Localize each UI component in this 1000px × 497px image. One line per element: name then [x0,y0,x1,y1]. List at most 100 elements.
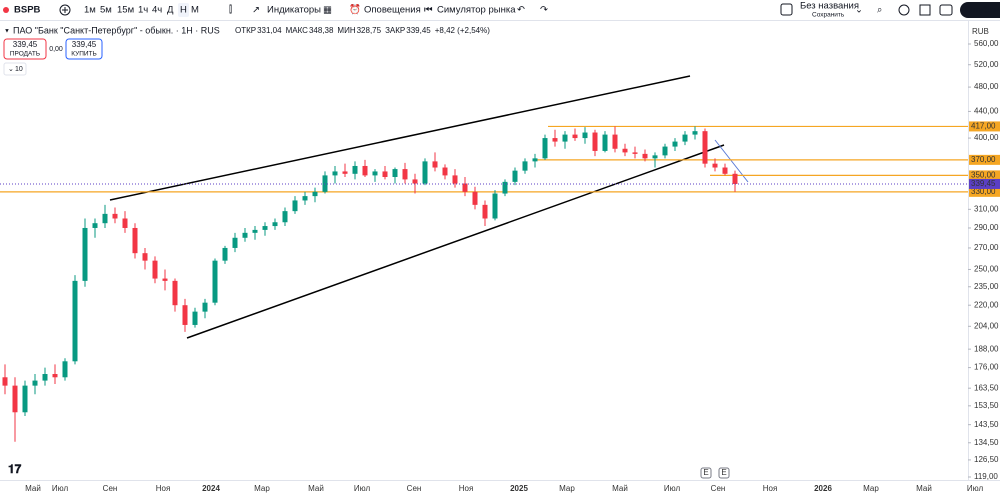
candle-body [342,171,348,174]
x-tick-label: Май [612,484,628,493]
x-tick-label: 2026 [814,484,832,493]
candle-body [572,134,578,139]
candle-body [642,153,648,159]
bar-style-icon[interactable]: ⫿ [229,4,232,16]
indicators-count[interactable]: 10 [15,66,23,73]
x-tick-label: 2024 [202,484,220,493]
search-button[interactable]: ⌕ [877,5,882,16]
buy-price[interactable]: 339,45 [72,40,97,49]
candle-body [292,200,298,212]
candle-body [502,181,508,194]
sell-button[interactable] [3,38,47,60]
candle-body [102,213,108,224]
event-marker[interactable] [700,467,712,479]
alerts-icon: ⏰ [349,4,361,16]
last-price-tag [969,178,1000,189]
y-tick-label: 176,00 [974,363,999,372]
currency[interactable]: RUB [972,27,989,36]
undo-button[interactable]: ↶ [517,5,525,16]
candle-body [522,161,528,171]
trend-line-upper[interactable] [109,75,691,201]
y-tick-label: 480,00 [974,82,999,91]
candle-body [82,227,88,281]
level-tag [969,154,1000,165]
layout-name[interactable]: Без названия [800,1,859,12]
candle-body [272,222,278,227]
y-tick-label: 126,50 [974,455,999,464]
y-tick-label: 119,00 [974,472,998,481]
level-label: 417,00 [971,122,996,131]
candle-body [52,374,58,378]
candle-body [72,280,78,362]
candle-body [212,260,218,303]
layout-menu[interactable]: ⌄ [855,5,863,16]
legend-open-label: ОТКР [235,26,256,35]
interval-button[interactable]: М [191,5,199,16]
candle-body [682,134,688,142]
y-tick-label: 188,00 [974,344,999,353]
candle-body [582,132,588,139]
interval-button[interactable]: 4ч [152,5,162,16]
x-tick-label: Июл [354,484,371,493]
candle-body [372,171,378,176]
sell-price[interactable]: 339,45 [13,40,38,49]
candle-body [232,237,238,248]
candle-body [162,278,168,281]
publish-label[interactable]: Опубликовать [965,5,1000,16]
level-label: 370,00 [971,155,996,164]
candle-body [462,183,468,192]
interval-button[interactable]: Н [180,5,187,16]
replay-button[interactable]: Симулятор рынка [437,5,516,16]
sell-label[interactable]: ПРОДАТЬ [10,51,40,58]
candle-body [432,161,438,168]
indicators-button[interactable]: Индикаторы [267,5,321,16]
buy-label[interactable]: КУПИТЬ [71,51,97,58]
legend-title: ПАО "Банк "Санкт-Петербург" - обыкн. · 1… [13,25,220,35]
candle-body [12,385,18,413]
y-tick-label: 520,00 [974,60,999,69]
candle-body [422,161,428,184]
candle-body [562,134,568,142]
indicators-toggle[interactable] [3,62,27,76]
interval-button[interactable]: Д [167,5,174,16]
snapshot-button[interactable] [939,4,953,16]
x-tick-label: Июл [967,484,984,493]
x-tick-label: Ноя [763,484,778,493]
candle-body [702,131,708,164]
interval-button[interactable]: 1ч [138,5,148,16]
y-tick-label: 143,50 [974,420,999,429]
redo-button[interactable]: ↷ [540,5,548,16]
candle-body [542,138,548,159]
trend-line-lower[interactable] [186,144,725,339]
x-tick-label: Июл [664,484,681,493]
candle-body [452,175,458,184]
level-label: 330,00 [971,187,996,196]
publish-button[interactable] [960,2,1000,18]
legend-ohlc: ОТКР 331,04 МАКС 348,38 МИН 328,75 ЗАКР 339,45 +… [235,26,490,35]
candle-body [592,132,598,151]
symbol[interactable]: BSPB [14,5,41,16]
candle-body [612,134,618,149]
fullscreen-button[interactable] [919,4,931,16]
buy-button[interactable] [65,38,103,60]
templates-icon[interactable]: ▦ [323,5,332,16]
save-label[interactable]: Сохранить [812,12,845,19]
candle-body [62,361,68,378]
symbol-icon [3,7,9,13]
compare-button[interactable] [59,4,71,16]
interval-active [178,3,189,17]
level-tag [969,186,1000,197]
candle-body [262,226,268,230]
settings-button[interactable] [898,4,910,16]
candle-body [362,165,368,176]
legend-close: 339,45 [406,26,431,35]
candle-body [532,158,538,162]
event-marker[interactable] [718,467,730,479]
interval-button[interactable]: 1м [84,5,96,16]
interval-button[interactable]: 15м [117,5,134,16]
interval-button[interactable]: 5м [100,5,112,16]
y-tick-label: 290,00 [974,223,999,232]
alerts-button[interactable]: Оповещения [364,5,421,16]
indicators-icon: ↗ [252,5,260,16]
x-tick-label: Май [916,484,932,493]
